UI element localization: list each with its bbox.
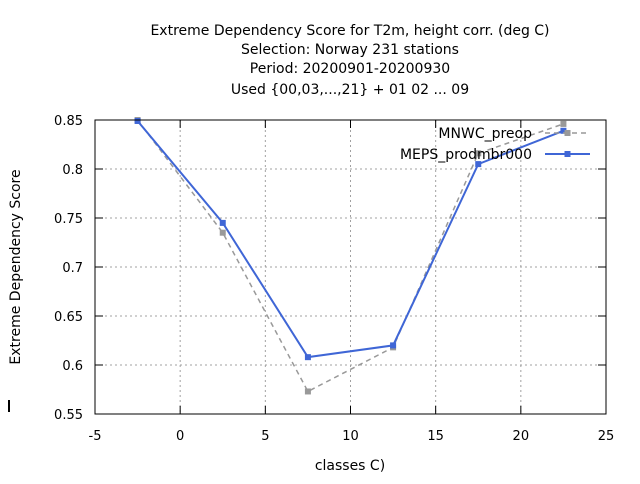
tick-labels: -5 0 5 10 15 20 25 0.55 0.6 0.65 0.7 0.75 0.8 0.85 [54,114,614,444]
series-2-point [219,219,226,226]
series-line-2 [136,120,564,359]
legend-label-2: MEPS_prodmbr000 [400,147,532,163]
y-tick-label: 0.75 [54,212,83,227]
series-1-point [475,150,482,157]
series-1-point [219,229,226,236]
series-2-point [390,342,397,349]
legend-label-1: MNWC_preop [438,126,532,142]
y-tick-label: 0.85 [54,114,83,129]
x-tick-label: 5 [261,429,269,444]
series-2-point [475,161,482,168]
x-tick-label: 20 [513,429,530,444]
x-axis-label: classes C) [315,458,385,474]
y-axis-label: Extreme Dependency Score [8,169,24,364]
x-tick-label: 10 [342,429,359,444]
y-tick-label: 0.7 [62,261,83,276]
series-2-point [134,117,141,124]
ticks [94,119,607,415]
series-1-point [560,120,567,127]
legend-marker-1 [564,130,571,136]
chart-title: Extreme Dependency Score for T2m, height… [150,23,549,98]
series-2-point [304,354,311,361]
x-tick-label: 25 [598,429,615,444]
title-line-2: Selection: Norway 231 stations [241,42,459,58]
series-layer [134,117,567,395]
x-tick-label: -5 [89,429,102,444]
x-tick-label: 15 [427,429,444,444]
legend: MNWC_preop MEPS_prodmbr000 [400,126,590,163]
y-tick-label: 0.65 [54,310,83,325]
title-line-3: Period: 20200901-20200930 [250,61,450,77]
series-1-point [304,388,311,395]
y-tick-label: 0.55 [54,408,83,423]
grid [95,120,606,414]
series-2-point [560,127,567,134]
legend-marker-2 [564,151,571,157]
x-tick-label: 0 [176,429,184,444]
y-tick-label: 0.8 [62,163,83,178]
title-line-1: Extreme Dependency Score for T2m, height… [150,23,549,39]
series-line-1 [136,119,564,393]
title-line-4: Used {00,03,...,21} + 01 02 ... 09 [231,82,469,98]
y-tick-label: 0.6 [62,359,83,374]
